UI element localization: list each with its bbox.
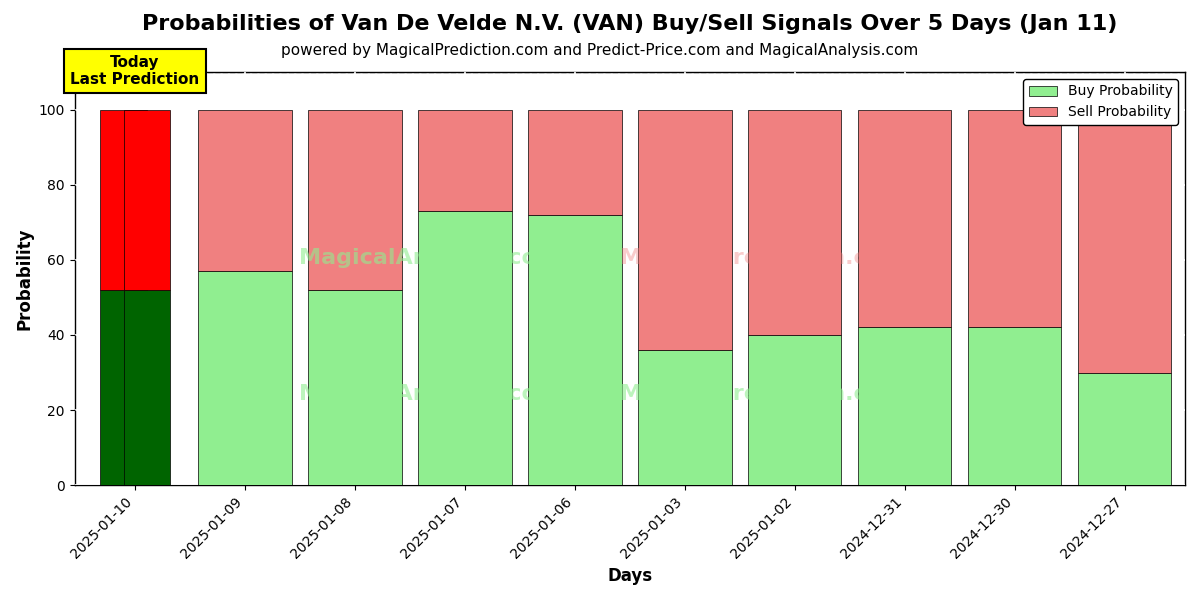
Bar [748,110,841,335]
Bar [1078,110,1171,373]
Bar [528,215,622,485]
Legend: Buy Probability, Sell Probability: Buy Probability, Sell Probability [1024,79,1178,125]
Bar [198,271,292,485]
Title: Probabilities of Van De Velde N.V. (VAN) Buy/Sell Signals Over 5 Days (Jan 11): Probabilities of Van De Velde N.V. (VAN)… [142,14,1117,34]
Text: MagicalAnalysis.com: MagicalAnalysis.com [300,248,560,268]
Bar [308,290,402,485]
Bar [1078,373,1171,485]
X-axis label: Days: Days [607,567,653,585]
Bar [198,110,292,271]
Text: MagicalPrediction.com: MagicalPrediction.com [620,385,906,404]
Bar [419,110,511,211]
Bar [858,328,952,485]
Bar [101,290,146,485]
Bar [419,211,511,485]
Bar [638,110,732,350]
Bar [308,110,402,290]
Bar [748,335,841,485]
Bar [638,350,732,485]
Bar [968,110,1061,328]
Bar [124,290,169,485]
Bar [968,328,1061,485]
Text: Today
Last Prediction: Today Last Prediction [71,55,199,87]
Bar [528,110,622,215]
Bar [124,110,169,290]
Text: MagicalAnalysis.com: MagicalAnalysis.com [300,385,560,404]
Bar [101,110,146,290]
Y-axis label: Probability: Probability [16,227,34,330]
Bar [858,110,952,328]
Text: powered by MagicalPrediction.com and Predict-Price.com and MagicalAnalysis.com: powered by MagicalPrediction.com and Pre… [281,43,919,58]
Text: MagicalPrediction.com: MagicalPrediction.com [620,248,906,268]
